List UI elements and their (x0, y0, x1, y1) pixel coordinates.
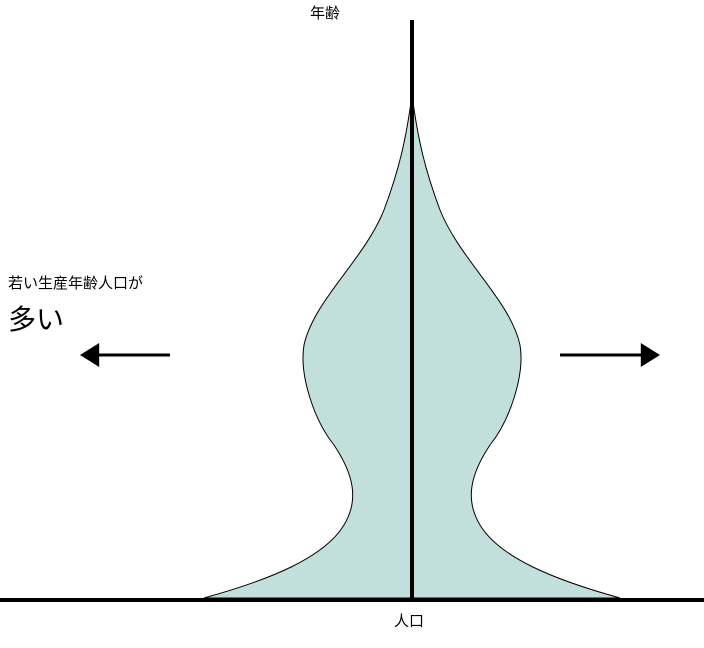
annotation-line1: 若い生産年齢人口が (8, 272, 143, 293)
pyramid-right-half (412, 95, 620, 598)
annotation-line2: 多い (8, 298, 64, 338)
pyramid-left-half (204, 95, 412, 598)
y-axis-label: 年齢 (310, 2, 340, 23)
x-axis-label: 人口 (394, 610, 424, 631)
population-pyramid-diagram (0, 0, 704, 648)
arrow-right (560, 343, 660, 367)
arrow-left (80, 343, 170, 367)
